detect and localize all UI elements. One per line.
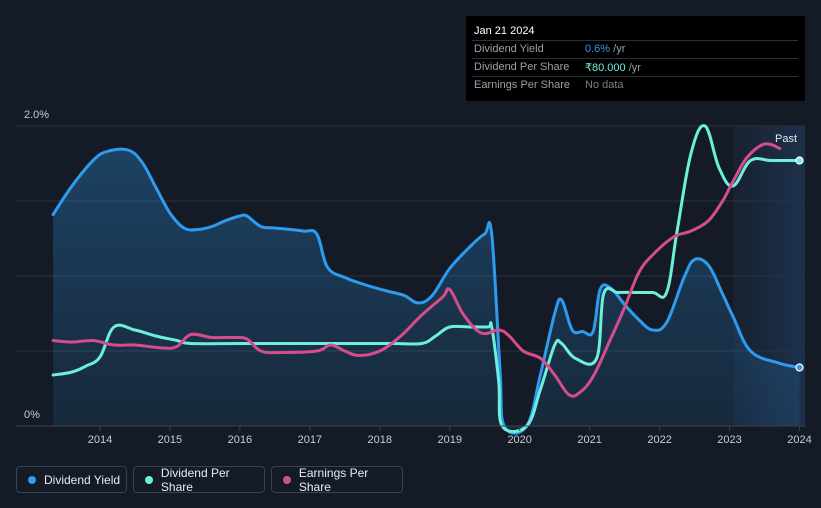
- x-tick-label: 2017: [298, 434, 322, 446]
- legend-label: Dividend Yield: [44, 472, 121, 487]
- tooltip-value: No data: [585, 79, 624, 91]
- tooltip-value: ₹80.000 /yr: [585, 62, 641, 74]
- x-tick-label: 2023: [717, 434, 741, 446]
- dividend-yield-line: [51, 147, 801, 435]
- legend-dividend-per-share[interactable]: Dividend Per Share: [133, 465, 265, 494]
- earnings-per-share-line: [51, 142, 782, 398]
- dividend-yield-area: [53, 149, 800, 434]
- x-tick-label: 2016: [228, 434, 252, 446]
- legend-dividend-yield[interactable]: Dividend Yield: [16, 466, 127, 493]
- legend-dot-icon: [145, 475, 153, 484]
- past-label: Past: [775, 133, 797, 145]
- dividend-per-share-end-marker: [795, 156, 804, 165]
- tooltip-row-dividend-yield: Dividend Yield 0.6% /yr: [472, 40, 798, 58]
- legend-earnings-per-share[interactable]: Earnings Per Share: [271, 465, 403, 494]
- x-tick-label: 2021: [577, 434, 601, 446]
- dividend-yield-end-marker: [795, 363, 804, 372]
- tooltip-label: Dividend Per Share: [474, 61, 570, 73]
- y-label-bottom: 0%: [24, 409, 40, 421]
- tooltip-row-earnings-per-share: Earnings Per Share No data: [472, 76, 798, 94]
- legend-dot-icon: [283, 475, 291, 484]
- x-tick-label: 2024: [787, 434, 811, 446]
- dividend-per-share-line: [51, 124, 801, 434]
- tooltip: Jan 21 2024 Dividend Yield 0.6% /yr Divi…: [466, 16, 805, 101]
- x-tick-label: 2020: [507, 434, 531, 446]
- x-tick-label: 2022: [647, 434, 671, 446]
- x-tick-label: 2015: [158, 434, 182, 446]
- legend-label: Dividend Per Share: [160, 465, 230, 494]
- tooltip-value: 0.6% /yr: [585, 43, 626, 55]
- x-tick-label: 2018: [368, 434, 392, 446]
- legend-dot-icon: [28, 475, 36, 484]
- tooltip-row-dividend-per-share: Dividend Per Share ₹80.000 /yr: [472, 58, 798, 76]
- y-label-top: 2.0%: [24, 109, 49, 121]
- x-tick-label: 2019: [437, 434, 461, 446]
- tooltip-label: Earnings Per Share: [474, 79, 570, 91]
- legend-label: Earnings Per Share: [298, 465, 369, 494]
- x-tick-label: 2014: [88, 434, 112, 446]
- tooltip-label: Dividend Yield: [474, 43, 544, 55]
- tooltip-date: Jan 21 2024: [474, 25, 535, 37]
